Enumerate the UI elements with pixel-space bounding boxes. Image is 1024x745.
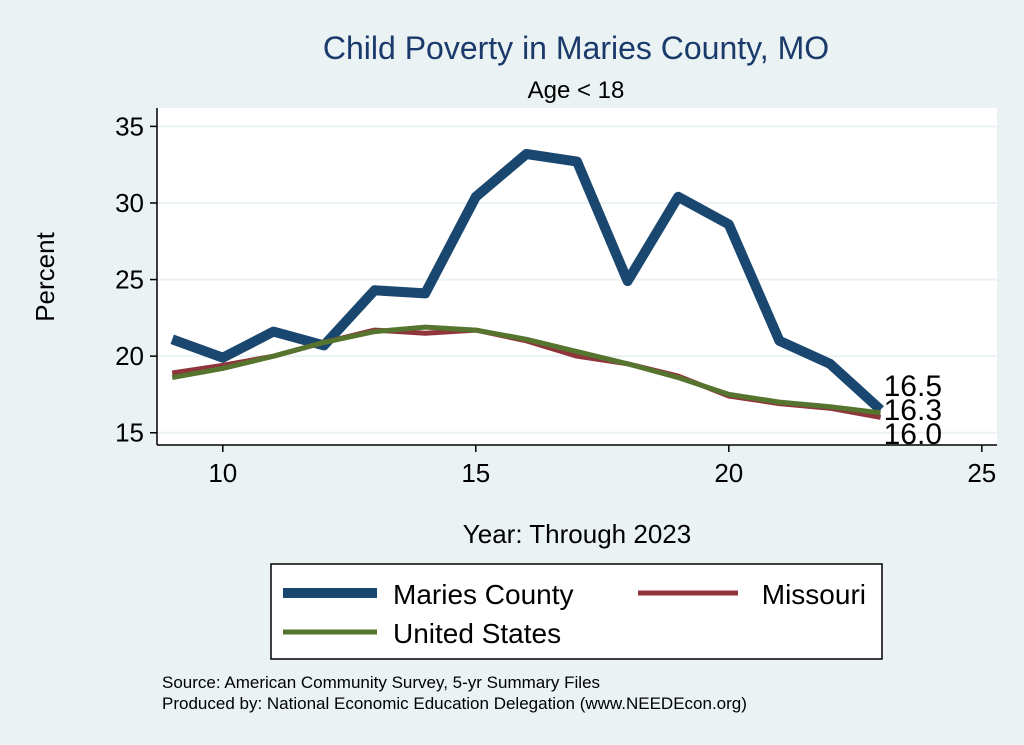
end-label-united-states: 16.3	[884, 394, 942, 427]
y-tick-label-25: 25	[115, 265, 144, 295]
x-tick-label-10: 10	[208, 458, 237, 488]
chart-subtitle: Age < 18	[528, 77, 625, 104]
y-tick-label-20: 20	[115, 341, 144, 371]
legend: Maries County Missouri United States	[270, 563, 883, 660]
y-tick-label-30: 30	[115, 188, 144, 218]
series-group	[170, 149, 884, 420]
legend-label-united-states: United States	[393, 618, 561, 649]
x-tick-label-25: 25	[967, 458, 996, 488]
series-line-maries-county	[170, 149, 884, 414]
end-labels: 16.5 16.016.3	[884, 370, 942, 451]
x-axis-label: Year: Through 2023	[463, 519, 691, 549]
series-line-united-states	[171, 324, 881, 416]
chart-title: Child Poverty in Maries County, MO	[323, 30, 829, 66]
x-tick-label-20: 20	[714, 458, 743, 488]
y-tick-label-15: 15	[115, 418, 144, 448]
produced-by-note: Produced by: National Economic Education…	[162, 694, 747, 713]
source-note: Source: American Community Survey, 5-yr …	[162, 673, 600, 692]
legend-label-maries-county: Maries County	[393, 579, 574, 610]
legend-box	[270, 563, 883, 660]
x-tick-label-15: 15	[461, 458, 490, 488]
axes: 15 20 25 30 35 10 15 20 25	[115, 108, 997, 488]
y-axis-label: Percent	[30, 231, 60, 321]
y-tick-label-35: 35	[115, 111, 144, 141]
end-label-maries-county: 16.5	[884, 370, 942, 403]
end-label-missouri: 16.0	[884, 418, 942, 451]
legend-label-missouri: Missouri	[762, 579, 866, 610]
